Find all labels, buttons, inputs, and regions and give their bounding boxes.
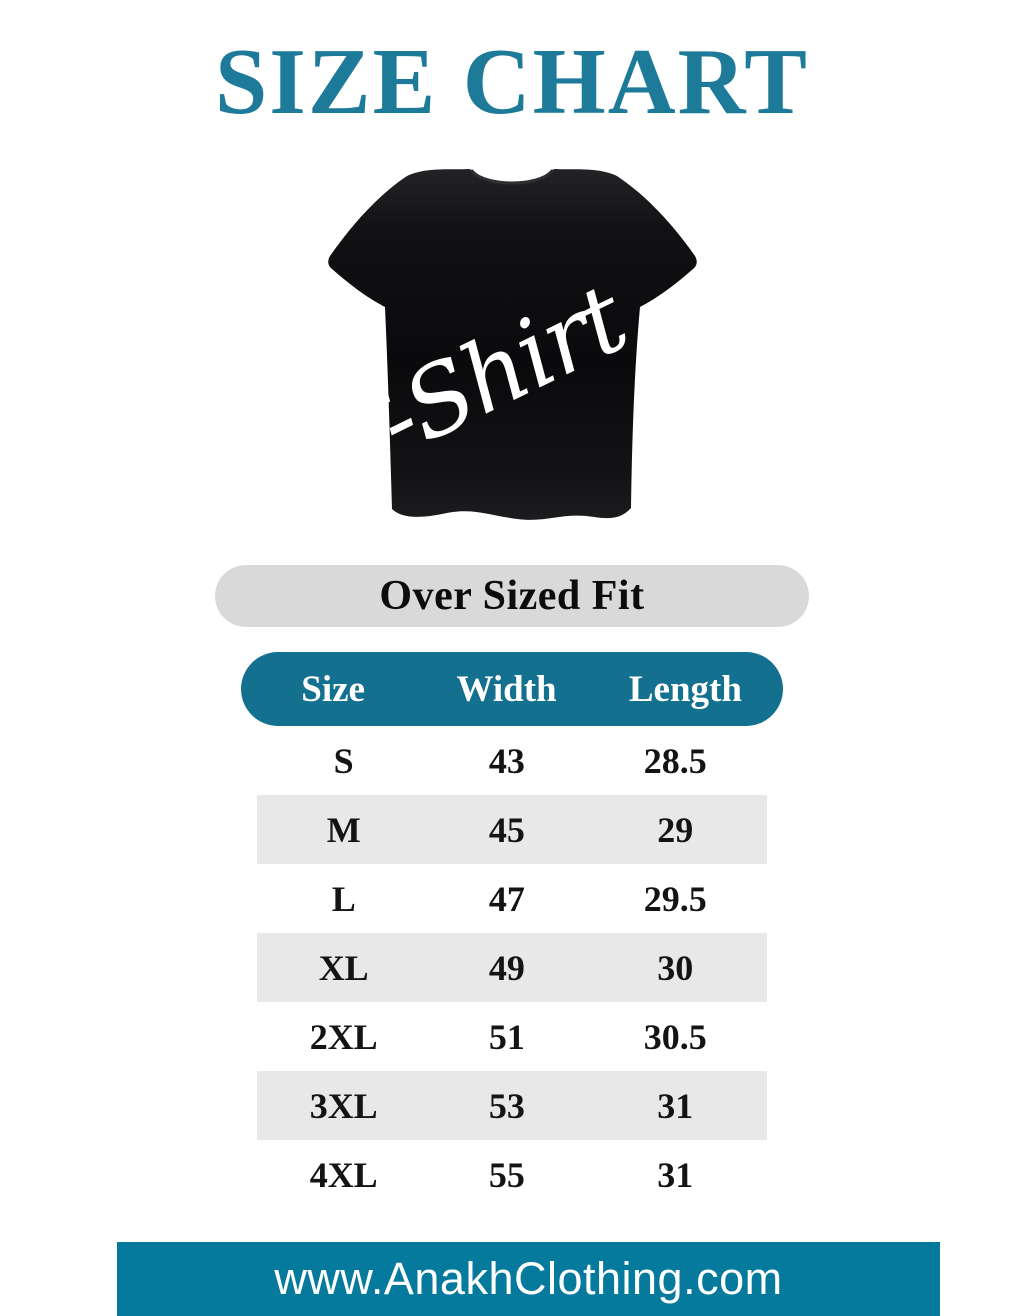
- size-table-header: Size Width Length: [241, 652, 783, 726]
- column-header-size: Size: [301, 668, 365, 710]
- cell-size: 2XL: [309, 1016, 378, 1057]
- footer-bar: www.AnakhClothing.com: [117, 1242, 940, 1316]
- cell-length: 31: [657, 1154, 694, 1195]
- column-header-width: Width: [456, 668, 557, 710]
- table-row: 4XL 55 31: [257, 1140, 767, 1209]
- cell-width: 53: [488, 1085, 525, 1126]
- cell-size: 4XL: [309, 1154, 378, 1195]
- size-table: Size Width Length S 43 28.5 M 45 29 L 47…: [241, 652, 783, 1209]
- cell-width: 51: [488, 1016, 525, 1057]
- cell-width: 43: [488, 740, 525, 781]
- cell-width: 47: [488, 878, 525, 919]
- column-header-length: Length: [628, 668, 742, 710]
- cell-length: 30: [657, 947, 694, 988]
- cell-width: 49: [488, 947, 525, 988]
- website-url: www.AnakhClothing.com: [274, 1253, 783, 1304]
- table-row: XL 49 30: [257, 933, 767, 1002]
- table-row: S 43 28.5: [257, 726, 767, 795]
- cell-length: 31: [657, 1085, 694, 1126]
- cell-width: 45: [488, 809, 525, 850]
- table-row: 3XL 53 31: [257, 1071, 767, 1140]
- table-row: 2XL 51 30.5: [257, 1002, 767, 1071]
- fit-type-pill: Over Sized Fit: [215, 565, 809, 627]
- tshirt-shape: [328, 169, 697, 520]
- cell-size: XL: [318, 947, 369, 988]
- fit-type-label: Over Sized Fit: [379, 573, 645, 619]
- page-title: SIZE CHART: [215, 30, 809, 134]
- cell-length: 29.5: [643, 878, 707, 919]
- cell-width: 55: [488, 1154, 525, 1195]
- cell-size: L: [331, 878, 356, 919]
- cell-size: 3XL: [309, 1085, 378, 1126]
- cell-length: 28.5: [643, 740, 707, 781]
- tshirt-collar-seam: [470, 169, 554, 185]
- cell-size: S: [333, 740, 354, 781]
- table-row: L 47 29.5: [257, 864, 767, 933]
- tshirt-graphic: T-Shirt: [316, 162, 702, 532]
- cell-size: M: [326, 809, 361, 850]
- size-table-rows: S 43 28.5 M 45 29 L 47 29.5 XL 49 30 2XL…: [257, 726, 767, 1209]
- cell-length: 29: [657, 809, 694, 850]
- cell-length: 30.5: [643, 1016, 707, 1057]
- table-row: M 45 29: [257, 795, 767, 864]
- tshirt-svg: T-Shirt: [316, 169, 697, 520]
